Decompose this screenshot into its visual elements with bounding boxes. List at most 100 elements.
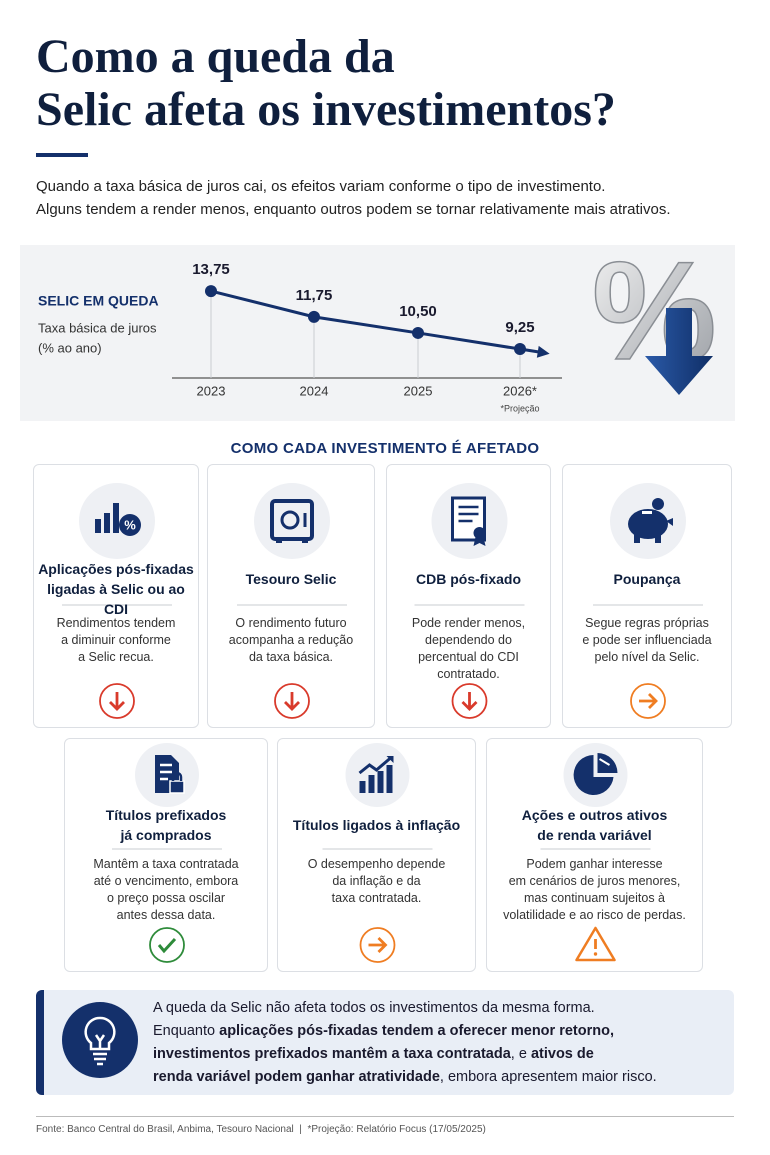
icon-part bbox=[461, 692, 478, 711]
chart-title: SELIC EM QUEDA bbox=[38, 293, 159, 309]
chart-note: *Projeção bbox=[500, 403, 539, 413]
chart-panel bbox=[20, 245, 735, 421]
card-description: O rendimento futuro acompanha a redução da… bbox=[208, 615, 374, 666]
card-description-line: dependendo do bbox=[425, 633, 512, 647]
card-title: Tesouro Selic bbox=[208, 569, 374, 589]
icon-part bbox=[368, 775, 375, 793]
card-description-line: Mantêm a taxa contratada bbox=[93, 857, 239, 871]
percent-icon: % bbox=[591, 231, 717, 395]
investment-card: Tesouro Selic O rendimento futuro acompanh… bbox=[207, 464, 375, 728]
chart-subtitle: Taxa básica de juros bbox=[38, 320, 157, 335]
card-title-line: Tesouro Selic bbox=[245, 571, 337, 587]
conclusion-line: investimentos prefixados mantêm a taxa c… bbox=[153, 1043, 657, 1066]
card-description-line: acompanha a redução bbox=[228, 633, 354, 647]
card-title-line: ligadas à Selic ou ao CDI bbox=[47, 581, 185, 617]
card-description-line: Rendimentos tendem bbox=[56, 616, 176, 630]
icon-part bbox=[358, 756, 392, 775]
icon-part bbox=[99, 683, 135, 719]
trend-arrowhead bbox=[536, 345, 550, 358]
section-title: COMO CADA INVESTIMENTO É AFETADO bbox=[230, 440, 540, 457]
icon-part bbox=[451, 496, 486, 542]
investment-card: % Aplicações pós-fixadas ligadas à Selic o… bbox=[33, 464, 199, 728]
icon-part bbox=[639, 693, 658, 709]
conclusion: A queda da Selic não afeta todos os inve… bbox=[153, 997, 657, 1089]
icon-part bbox=[109, 692, 125, 711]
investment-card: Ações e outros ativos de renda variável Po… bbox=[486, 738, 703, 972]
icon-part bbox=[276, 539, 282, 543]
value-label: 13,75 bbox=[192, 261, 230, 278]
card-description-line: a Selic recua. bbox=[78, 650, 154, 664]
card-description-line: em cenários de juros menores, bbox=[508, 874, 681, 888]
card-title-line: Aplicações pós-fixadas bbox=[38, 561, 194, 577]
investment-card: CDB pós-fixado Pode render menos, dependen… bbox=[386, 464, 551, 728]
icon-part bbox=[634, 534, 640, 543]
chart-subtitle: (% ao ano) bbox=[38, 340, 102, 355]
text: , e bbox=[510, 1046, 531, 1062]
icon-part bbox=[284, 692, 300, 711]
icon-part bbox=[359, 927, 396, 963]
conclusion-box bbox=[36, 990, 734, 1095]
value-label: 9,25 bbox=[505, 319, 534, 336]
icon-part bbox=[598, 758, 611, 766]
investment-card: Títulos prefixados já comprados Mantêm a t… bbox=[64, 738, 268, 972]
icon-part bbox=[254, 483, 330, 559]
card-title-line: CDB pós-fixado bbox=[416, 571, 521, 587]
icon-part bbox=[628, 498, 673, 543]
card-description-line: o preço possa oscilar bbox=[106, 891, 226, 905]
card-description-line: O desempenho depende bbox=[307, 857, 446, 871]
icon-part bbox=[593, 952, 598, 956]
card-description-line: Pode render menos, bbox=[411, 616, 526, 630]
title-rule bbox=[36, 153, 88, 157]
card-description-line: e pode ser influenciada bbox=[582, 633, 712, 647]
icon-part bbox=[358, 756, 394, 793]
highlight: ativos de bbox=[530, 1046, 594, 1062]
title-line: Como a queda da bbox=[36, 30, 395, 83]
down-arrow bbox=[645, 308, 713, 395]
point bbox=[308, 310, 320, 323]
value-label: 11,75 bbox=[296, 287, 333, 304]
conclusion-line: Enquanto aplicações pós-fixadas tendem a… bbox=[153, 1020, 657, 1043]
icon-part bbox=[149, 927, 185, 963]
footer: Fonte: Banco Central do Brasil, Anbima, … bbox=[36, 1124, 486, 1135]
card-title-line: Ações e outros ativos bbox=[521, 807, 668, 823]
card-title: Títulos prefixados já comprados bbox=[65, 805, 267, 845]
icon-part bbox=[642, 511, 652, 514]
title-line: Selic afeta os investimentos? bbox=[36, 83, 616, 136]
icon-part bbox=[575, 926, 616, 962]
card-icon bbox=[540, 743, 651, 962]
icon-part bbox=[95, 519, 101, 533]
card-title-line: Poupança bbox=[613, 571, 681, 587]
card-title-line: Títulos prefixados bbox=[105, 807, 227, 823]
icon-part bbox=[113, 503, 119, 533]
icon-part bbox=[458, 505, 479, 523]
card-description-line: Podem ganhar interesse bbox=[526, 857, 663, 871]
icon-part bbox=[652, 498, 664, 510]
card-icon: % bbox=[62, 483, 172, 719]
highlight: renda variável podem ganhar atratividade bbox=[153, 1069, 440, 1085]
intro: Quando a taxa básica de juros cai, os ef… bbox=[36, 175, 671, 221]
card-description-line: O rendimento futuro bbox=[235, 616, 347, 630]
icon-part bbox=[666, 518, 673, 526]
icon-part bbox=[451, 496, 486, 546]
point bbox=[412, 326, 424, 339]
card-icon bbox=[593, 483, 703, 719]
icon-part bbox=[655, 534, 661, 543]
card-description-line: contratado. bbox=[437, 667, 500, 681]
icon-part bbox=[119, 514, 141, 536]
x-tick-label: 2026* bbox=[503, 383, 537, 398]
card-description-line: mas continuam sujeitos à bbox=[523, 891, 666, 905]
icon-part bbox=[575, 926, 616, 962]
card-description: Pode render menos, dependendo do percentua… bbox=[387, 615, 550, 683]
card-description: Mantêm a taxa contratada até o vencimento… bbox=[65, 856, 267, 924]
conclusion-line: A queda da Selic não afeta todos os inve… bbox=[153, 997, 657, 1020]
card-description: Segue regras próprias e pode ser influenc… bbox=[563, 615, 731, 666]
card-description-line: até o vencimento, embora bbox=[93, 874, 239, 888]
bulb-icon bbox=[62, 1002, 138, 1078]
x-tick-label: 2024 bbox=[300, 383, 329, 398]
icon-part bbox=[386, 765, 393, 793]
icon-part bbox=[270, 499, 314, 541]
intro-line: Alguns tendem a render menos, enquanto o… bbox=[36, 201, 671, 218]
card-title: Poupança bbox=[563, 569, 731, 589]
